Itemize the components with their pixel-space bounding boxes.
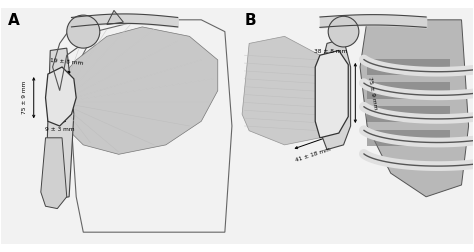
Text: 75 ± 9 mm: 75 ± 9 mm bbox=[22, 81, 27, 114]
Polygon shape bbox=[242, 36, 320, 145]
Text: 9 ± 3 mm: 9 ± 3 mm bbox=[45, 127, 74, 132]
Polygon shape bbox=[107, 10, 123, 24]
Polygon shape bbox=[367, 82, 450, 99]
Text: 19 ± 8 mm: 19 ± 8 mm bbox=[50, 58, 83, 66]
Polygon shape bbox=[360, 20, 469, 197]
Text: 75 ± 9 mm: 75 ± 9 mm bbox=[367, 76, 378, 110]
Polygon shape bbox=[46, 48, 74, 199]
Circle shape bbox=[328, 16, 359, 47]
Polygon shape bbox=[53, 27, 218, 154]
Polygon shape bbox=[46, 67, 76, 126]
Text: B: B bbox=[245, 13, 256, 28]
Polygon shape bbox=[315, 50, 348, 138]
Polygon shape bbox=[367, 130, 450, 146]
Text: 38 ± 8 mm: 38 ± 8 mm bbox=[314, 49, 347, 54]
Circle shape bbox=[67, 15, 100, 48]
Text: A: A bbox=[8, 13, 19, 28]
Polygon shape bbox=[367, 59, 450, 75]
Polygon shape bbox=[320, 39, 351, 150]
Polygon shape bbox=[41, 138, 67, 209]
Text: 41 ± 18 mm: 41 ± 18 mm bbox=[294, 147, 331, 163]
Polygon shape bbox=[367, 106, 450, 122]
